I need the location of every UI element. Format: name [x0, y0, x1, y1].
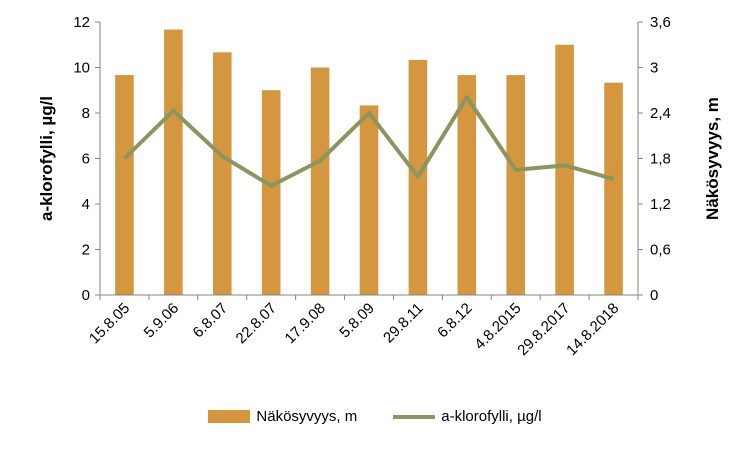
bar-10 [604, 82, 623, 296]
legend-item-bar: Näkösyvyys, m [208, 408, 357, 425]
y-left-tick-1: 2 [82, 242, 90, 259]
legend: Näkösyvyys, m a-klorofylli, µg/l [0, 408, 750, 425]
y-left-tick-0: 0 [82, 287, 90, 304]
bar-0 [115, 75, 134, 295]
bar-3 [261, 90, 281, 295]
x-tick-9: 29.8.2017 [514, 300, 573, 359]
bar-4 [310, 67, 330, 295]
x-tick-0: 15.8.05 [86, 300, 133, 347]
bar-5 [359, 105, 379, 296]
y-axis-left-title: a-klorofylli, µg/l [37, 96, 56, 221]
y-left-tick-6: 12 [73, 14, 90, 31]
y-right-tick-3: 1,8 [650, 151, 671, 168]
legend-swatch-bar [208, 410, 251, 423]
bar-9 [555, 44, 574, 295]
y-right-tick-1: 0,6 [650, 242, 671, 259]
y-right-tick-5: 3 [650, 60, 658, 77]
bar-1 [164, 29, 183, 295]
y-left-tick-5: 10 [73, 60, 90, 77]
x-tick-6: 29.8.11 [380, 300, 427, 347]
y-right-tick-2: 1,2 [650, 196, 671, 213]
legend-item-line: a-klorofylli, µg/l [393, 408, 542, 425]
y-right-tick-0: 0 [650, 287, 658, 304]
y-axis-right-title: Näkösyvyys, m [703, 97, 722, 220]
y-left-tick-4: 8 [82, 105, 90, 122]
legend-label-bar: Näkösyvyys, m [256, 408, 358, 425]
y-right-tick-6: 3,6 [650, 14, 671, 31]
x-tick-3: 22.8.07 [233, 300, 280, 347]
x-tick-7: 6.8.12 [434, 300, 476, 342]
legend-swatch-line [393, 414, 436, 419]
y-left-tick-2: 4 [82, 196, 90, 213]
bar-7 [457, 75, 477, 295]
y-right-tick-4: 2,4 [650, 105, 671, 122]
x-tick-5: 5.8.09 [336, 300, 378, 342]
x-tick-2: 6.8.07 [190, 300, 232, 342]
y-left-tick-3: 6 [82, 151, 90, 168]
x-tick-1: 5.9.06 [141, 300, 183, 342]
bar-2 [212, 52, 232, 296]
legend-label-line: a-klorofylli, µg/l [441, 408, 542, 425]
x-tick-10: 14.8.2018 [563, 300, 622, 359]
x-tick-4: 17.9.08 [282, 300, 329, 347]
bar-8 [506, 75, 526, 295]
